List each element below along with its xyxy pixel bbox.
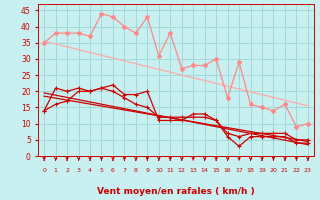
X-axis label: Vent moyen/en rafales ( km/h ): Vent moyen/en rafales ( km/h ) (97, 187, 255, 196)
